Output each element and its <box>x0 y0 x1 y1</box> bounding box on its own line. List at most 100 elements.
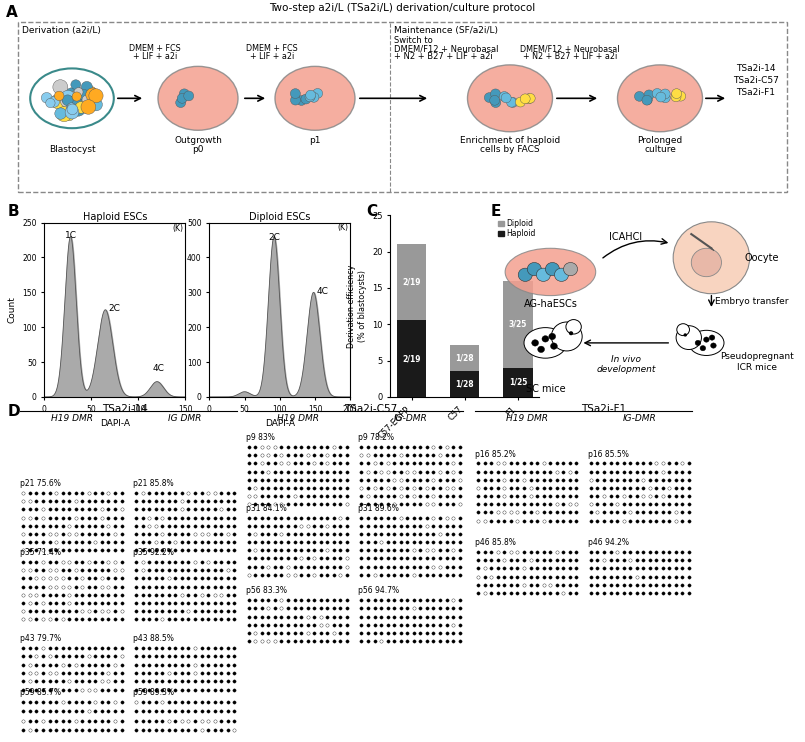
Text: (K): (K) <box>338 223 349 232</box>
Point <box>420 568 433 580</box>
Point <box>228 556 241 568</box>
Point <box>149 564 162 576</box>
Circle shape <box>538 346 544 352</box>
Point <box>584 546 597 558</box>
Point <box>401 536 414 548</box>
Point <box>50 536 63 548</box>
Point <box>269 568 282 580</box>
Point <box>472 466 485 478</box>
Point <box>407 594 420 606</box>
Circle shape <box>644 90 654 99</box>
Point <box>314 603 327 614</box>
Point <box>368 536 381 548</box>
Point <box>511 515 524 527</box>
Point <box>414 457 427 470</box>
Point <box>505 587 518 599</box>
Point <box>524 546 537 558</box>
Point <box>142 706 155 718</box>
Point <box>670 466 683 478</box>
Point <box>584 506 597 518</box>
Point <box>407 552 420 564</box>
Point <box>249 474 262 486</box>
Circle shape <box>551 322 582 351</box>
Circle shape <box>566 320 581 334</box>
Point <box>637 499 650 510</box>
Point <box>295 499 308 510</box>
Point <box>182 580 195 592</box>
Point <box>36 683 49 695</box>
Point <box>130 675 142 687</box>
Bar <box>503 280 533 368</box>
Point <box>96 667 109 679</box>
Point <box>208 613 221 625</box>
Point <box>314 449 327 461</box>
Text: DMEM + FCS: DMEM + FCS <box>129 45 181 53</box>
Point <box>130 683 142 695</box>
Point <box>169 573 182 585</box>
Point <box>188 715 201 726</box>
Point <box>663 562 676 574</box>
Point <box>102 580 115 592</box>
Point <box>382 490 394 502</box>
Circle shape <box>184 91 194 101</box>
Point <box>604 474 617 486</box>
Point <box>242 536 255 548</box>
Point <box>242 611 255 623</box>
Circle shape <box>68 96 81 108</box>
Point <box>334 619 347 631</box>
Point <box>50 605 63 617</box>
Point <box>321 611 334 623</box>
Point <box>368 490 381 502</box>
Point <box>611 499 624 510</box>
Circle shape <box>60 96 69 105</box>
Point <box>63 643 76 654</box>
Point <box>96 675 109 687</box>
Point <box>440 528 453 540</box>
Point <box>453 457 466 470</box>
Point <box>96 696 109 708</box>
Point <box>175 503 188 515</box>
Point <box>17 675 30 687</box>
Point <box>427 519 440 531</box>
Point <box>142 556 155 568</box>
Circle shape <box>68 92 76 100</box>
Point <box>50 715 63 726</box>
Point <box>109 536 122 548</box>
Point <box>269 611 282 623</box>
Point <box>301 627 314 639</box>
Point <box>255 611 268 623</box>
Point <box>43 519 56 531</box>
Point <box>472 554 485 566</box>
Point <box>69 512 82 524</box>
Point <box>82 683 95 695</box>
Point <box>43 512 56 524</box>
Point <box>472 571 485 582</box>
Point <box>308 568 320 580</box>
Point <box>604 499 617 510</box>
Point <box>453 519 466 531</box>
Point <box>295 635 308 647</box>
Point <box>30 724 43 736</box>
Point <box>491 457 504 470</box>
Point <box>130 651 142 663</box>
Point <box>69 667 82 679</box>
Point <box>102 715 115 726</box>
Point <box>530 490 543 502</box>
Point <box>149 605 162 617</box>
Point <box>361 490 374 502</box>
Point <box>420 552 433 564</box>
Point <box>334 545 347 556</box>
Point <box>201 715 214 726</box>
Point <box>215 675 228 687</box>
Point <box>89 589 101 601</box>
Point <box>242 482 255 494</box>
Point <box>447 545 460 556</box>
Point <box>341 512 353 524</box>
Point <box>427 536 440 548</box>
Point <box>401 528 414 540</box>
Point <box>543 571 556 582</box>
Title: Haploid ESCs: Haploid ESCs <box>83 211 147 222</box>
Point <box>136 589 149 601</box>
Point <box>617 554 630 566</box>
Circle shape <box>518 268 532 281</box>
